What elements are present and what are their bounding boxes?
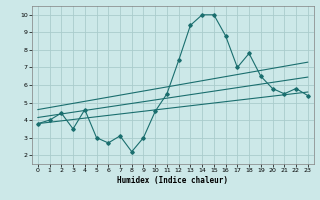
X-axis label: Humidex (Indice chaleur): Humidex (Indice chaleur) [117,176,228,185]
